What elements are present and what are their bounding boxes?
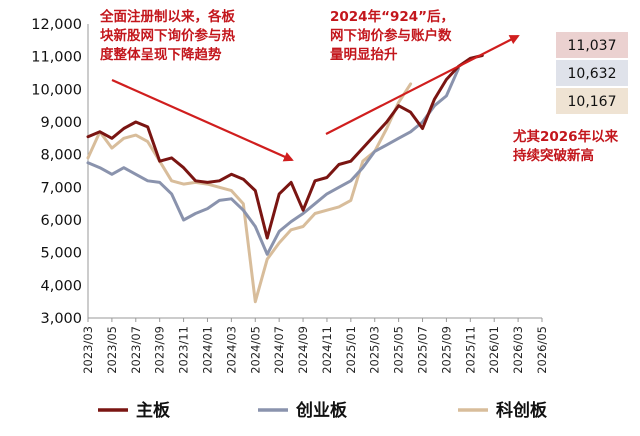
y-tick-label: 6,000 (40, 213, 82, 229)
annotation-line: 网下询价参与账户数 (330, 27, 452, 44)
x-tick-label: 2025/09 (439, 326, 453, 374)
end-value-label: 10,167 (568, 94, 617, 110)
annotation-line: 度整体呈现下降趋势 (100, 46, 222, 63)
annotation-1: 全面注册制以来，各板块新股网下询价参与热度整体呈现下降趋势 (99, 8, 235, 63)
x-tick-label: 2026/03 (511, 326, 525, 374)
end-value-labels: 11,037 10,632 10,167 (556, 32, 628, 114)
x-tick-label: 2023/05 (105, 326, 119, 374)
annotation-line: 量明显抬升 (330, 46, 398, 63)
end-value-label: 10,632 (568, 66, 617, 82)
annotation-line: 持续突破新高 (513, 147, 594, 164)
y-tick-label: 9,000 (40, 115, 82, 131)
x-tick-label: 2023/07 (129, 326, 143, 374)
series-lines (86, 54, 484, 304)
legend: 主板 创业板 科创板 (98, 400, 548, 421)
x-tick-label: 2024/01 (200, 326, 214, 374)
x-tick-label: 2023/11 (177, 326, 191, 374)
annotation-3: 尤其2026年以来持续突破新高 (513, 128, 619, 164)
annotation-line: 尤其2026年以来 (513, 128, 619, 145)
y-tick-label: 11,000 (31, 50, 82, 66)
x-tick-label: 2024/05 (248, 326, 262, 374)
y-tick-label: 8,000 (40, 148, 82, 164)
end-label-box (556, 60, 628, 86)
y-tick-label: 12,000 (31, 17, 82, 33)
y-tick-label: 3,000 (40, 311, 82, 327)
x-tick-label: 2025/01 (344, 326, 358, 374)
x-tick-label: 2025/07 (416, 326, 430, 374)
x-tick-label: 2024/03 (224, 326, 238, 374)
end-label-box (556, 32, 628, 58)
x-tick-label: 2025/03 (368, 326, 382, 374)
y-tick-label: 4,000 (40, 278, 82, 294)
axes: 3,000 4,000 5,000 6,000 7,000 8,000 9,000 10,00… (31, 17, 549, 374)
y-tick-label: 10,000 (31, 82, 82, 98)
end-value-label: 11,037 (568, 38, 617, 54)
trend-arrows (111, 35, 520, 162)
legend-label: 科创板 (496, 400, 548, 421)
x-tick-label: 2026/05 (535, 326, 549, 374)
annotation-line: 2024年“924”后， (330, 8, 454, 25)
down-trend-arrow (111, 78, 294, 162)
x-tick-label: 2025/11 (463, 326, 477, 374)
annotations: 全面注册制以来，各板块新股网下询价参与热度整体呈现下降趋势 2024年“924”后… (99, 8, 619, 164)
x-tick-label: 2024/07 (272, 326, 286, 374)
up-trend-arrow (325, 35, 520, 135)
annotation-2: 2024年“924”后， 网下询价参与账户数量明显抬升 (330, 8, 454, 63)
end-label-box (556, 88, 628, 114)
annotation-line: 全面注册制以来，各板 (99, 8, 235, 25)
legend-label: 创业板 (295, 400, 348, 421)
series-line-1 (86, 54, 484, 240)
legend-label: 主板 (136, 400, 171, 421)
x-tick-label: 2024/09 (296, 326, 310, 374)
y-tick-label: 5,000 (40, 246, 82, 262)
y-tick-label: 7,000 (40, 180, 82, 196)
x-tick-label: 2024/11 (320, 326, 334, 374)
series-line-2 (86, 67, 460, 256)
annotation-line: 块新股网下询价参与热 (100, 27, 235, 44)
x-tick-label: 2025/05 (392, 326, 406, 374)
x-tick-label: 2026/01 (487, 326, 501, 374)
x-tick-label: 2023/03 (81, 326, 95, 374)
series-line-3 (86, 82, 413, 304)
x-tick-label: 2023/09 (153, 326, 167, 374)
